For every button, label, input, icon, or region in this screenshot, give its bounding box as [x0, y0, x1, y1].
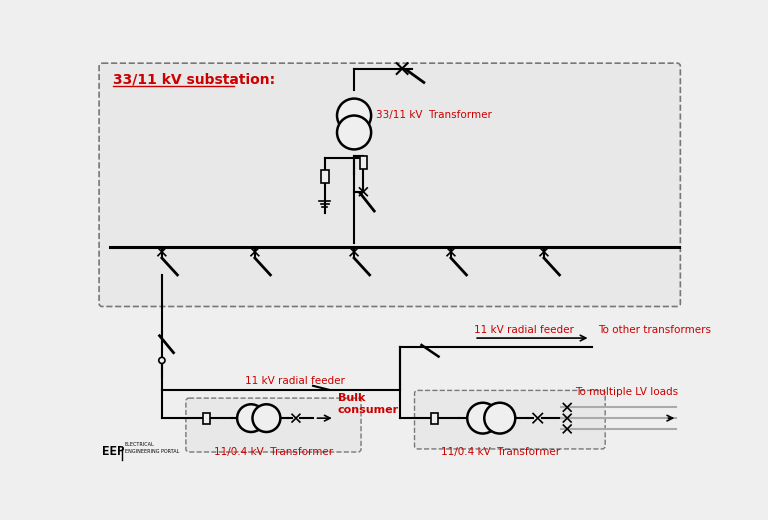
FancyBboxPatch shape [186, 398, 361, 452]
Circle shape [253, 404, 280, 432]
Text: To multiple LV loads: To multiple LV loads [575, 387, 678, 397]
Text: ELECTRICAL
ENGINEERING PORTAL: ELECTRICAL ENGINEERING PORTAL [124, 442, 179, 454]
Text: 11/0.4 kV  Transformer: 11/0.4 kV Transformer [214, 447, 333, 457]
Text: 11/0.4 kV  Transformer: 11/0.4 kV Transformer [441, 447, 560, 457]
Text: 11 kV radial feeder: 11 kV radial feeder [474, 324, 574, 335]
Circle shape [337, 115, 371, 149]
Text: 11 kV radial feeder: 11 kV radial feeder [245, 376, 345, 386]
Text: 33/11 kV  Transformer: 33/11 kV Transformer [376, 110, 492, 120]
FancyBboxPatch shape [415, 391, 605, 449]
FancyBboxPatch shape [99, 63, 680, 306]
Circle shape [159, 357, 165, 363]
Circle shape [237, 404, 265, 432]
Circle shape [467, 402, 498, 434]
Text: EEP: EEP [102, 445, 124, 458]
Circle shape [337, 99, 371, 133]
Text: 33/11 kV substation:: 33/11 kV substation: [113, 73, 275, 87]
Circle shape [485, 402, 515, 434]
Bar [321, 170, 329, 183]
Bar [203, 413, 210, 423]
Bar [431, 413, 439, 423]
Bar [359, 157, 367, 168]
Text: Bulk
consumer: Bulk consumer [338, 393, 399, 415]
Text: To other transformers: To other transformers [598, 324, 711, 335]
